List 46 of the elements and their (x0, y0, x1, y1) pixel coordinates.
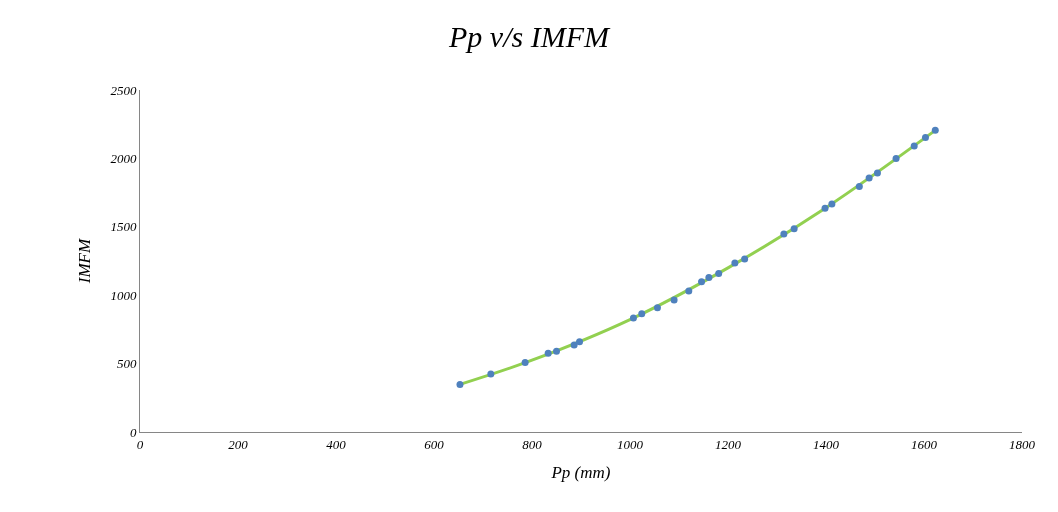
point (553, 347, 560, 355)
point (705, 274, 713, 282)
point (731, 259, 739, 267)
y-tick-label: 500 (116, 356, 137, 372)
point (873, 169, 881, 177)
point (790, 225, 798, 233)
y-tick-label: 1500 (110, 219, 137, 235)
y-tick-label: 2000 (110, 150, 137, 166)
point (521, 359, 529, 367)
point (487, 370, 495, 378)
x-tick-label: 400 (326, 436, 347, 452)
point (855, 182, 863, 190)
point (576, 338, 584, 346)
point (741, 255, 749, 263)
point (638, 310, 646, 318)
point (544, 349, 552, 357)
point (828, 200, 836, 208)
point (653, 304, 661, 312)
point (780, 230, 788, 238)
x-tick-label: 1400 (813, 436, 840, 452)
y-axis-title: IMFM (74, 237, 94, 285)
x-tick-label: 1000 (617, 436, 644, 452)
x-tick-label: 1200 (715, 436, 742, 452)
point (821, 204, 829, 212)
x-tick-label: 600 (424, 436, 445, 452)
point (629, 314, 637, 322)
y-tick-label: 0 (129, 424, 137, 440)
chart-title: Pp v/s IMFM (448, 19, 611, 53)
x-tick-label: 200 (228, 436, 249, 452)
point (921, 134, 929, 142)
point (715, 269, 723, 277)
point (456, 380, 464, 388)
x-tick-label: 1600 (911, 436, 938, 452)
x-tick-label: 800 (522, 436, 543, 452)
point (670, 296, 678, 304)
point (698, 278, 706, 286)
y-tick-label: 2500 (110, 82, 137, 98)
point (865, 174, 873, 182)
point (931, 126, 939, 134)
x-axis-title: Pp (mm) (550, 463, 611, 482)
point (570, 341, 578, 349)
point (910, 142, 918, 150)
point (892, 154, 900, 162)
point (685, 287, 693, 295)
x-tick-label: 1800 (1009, 436, 1036, 452)
y-tick-label: 1000 (110, 287, 137, 303)
